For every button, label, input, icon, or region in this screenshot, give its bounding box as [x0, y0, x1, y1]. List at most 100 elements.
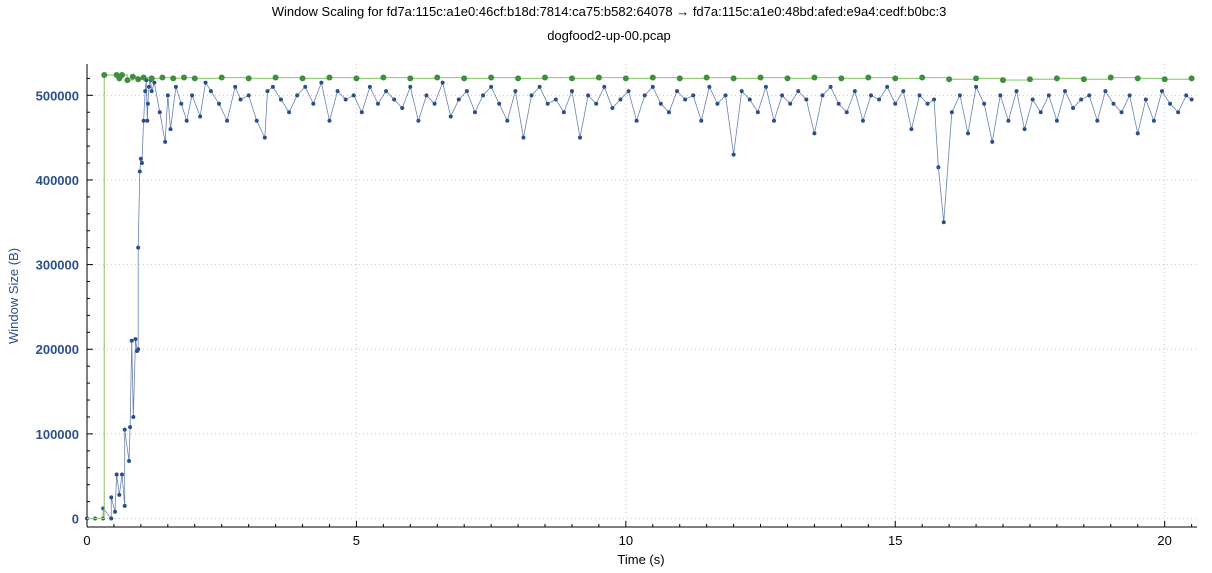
bytes_in_flight-point: [149, 89, 154, 94]
bytes_in_flight-point: [157, 110, 162, 115]
bytes_in_flight-point: [1038, 110, 1043, 115]
bytes_in_flight-point: [287, 110, 292, 115]
bytes_in_flight-point: [553, 97, 558, 102]
receive_window-point: [515, 75, 522, 82]
bytes_in_flight-point: [448, 114, 453, 119]
receive_window-point: [159, 74, 166, 81]
receive_window-point: [1161, 76, 1168, 83]
receive_window-point: [919, 74, 926, 81]
receive_window-point: [299, 75, 306, 82]
bytes_in_flight-point: [828, 84, 833, 89]
bytes_in_flight-point: [137, 169, 142, 174]
bytes_in_flight-point: [739, 89, 744, 94]
bytes_in_flight-point: [136, 347, 141, 352]
bytes_in_flight-point: [109, 495, 114, 500]
bytes_in_flight-point: [384, 89, 389, 94]
bytes_in_flight-point: [233, 84, 238, 89]
bytes_in_flight-point: [416, 118, 421, 123]
bytes_in_flight-point: [270, 84, 275, 89]
receive_window-point: [811, 74, 818, 81]
x-tick-label: 0: [83, 533, 90, 548]
bytes_in_flight-point: [129, 338, 134, 343]
bytes_in_flight-point: [1071, 106, 1076, 111]
x-tick-label: 10: [619, 533, 633, 548]
bytes_in_flight-point: [375, 101, 380, 106]
bytes_in_flight-point: [707, 84, 712, 89]
receive_window-point: [119, 72, 126, 79]
bytes_in_flight-point: [109, 516, 114, 521]
bytes_in_flight-point: [319, 80, 324, 85]
bytes_in_flight-point: [295, 93, 300, 98]
bytes_in_flight-point: [262, 135, 267, 140]
x-tick-label: 5: [353, 533, 360, 548]
bytes_in_flight-point: [715, 101, 720, 106]
bytes_in_flight-point: [755, 110, 760, 115]
bytes_in_flight-point: [723, 93, 728, 98]
bytes_in_flight-point: [1046, 93, 1051, 98]
bytes_in_flight-point: [424, 93, 429, 98]
bytes_in_flight-point: [772, 118, 777, 123]
bytes_in_flight-point: [941, 220, 946, 225]
bytes_in_flight-point: [747, 97, 752, 102]
bytes_in_flight-point: [246, 93, 251, 98]
bytes_in_flight-point: [152, 80, 157, 85]
y-tick-label: 0: [72, 512, 79, 527]
bytes_in_flight-point: [820, 93, 825, 98]
bytes_in_flight-point: [113, 509, 118, 514]
receive_window-point: [140, 74, 147, 81]
bytes_in_flight-point: [190, 93, 195, 98]
bytes_in_flight-point: [658, 101, 663, 106]
bytes_in_flight-point: [578, 135, 583, 140]
receive_window-point: [595, 74, 602, 81]
receive_window-point: [622, 75, 629, 82]
bytes_in_flight-point: [586, 93, 591, 98]
bytes_in_flight-point: [513, 89, 518, 94]
bytes_in_flight-point: [974, 84, 979, 89]
bytes_in_flight-point: [122, 503, 127, 508]
bytes_in_flight-point: [1119, 110, 1124, 115]
bytes_in_flight-point: [569, 89, 574, 94]
receive_window-point: [649, 74, 656, 81]
bytes_in_flight-point: [909, 127, 914, 132]
bytes_in_flight-point: [327, 118, 332, 123]
bytes_in_flight-point: [965, 131, 970, 136]
bytes_in_flight-point: [208, 89, 213, 94]
bytes_in_flight-point: [521, 135, 526, 140]
bytes_in_flight-point: [1006, 118, 1011, 123]
bytes_in_flight-point: [367, 84, 372, 89]
bytes_in_flight-point: [343, 97, 348, 102]
bytes_in_flight-point: [481, 93, 486, 98]
bytes_in_flight-point: [1054, 118, 1059, 123]
bytes_in_flight-point: [1079, 97, 1084, 102]
axes: 0 5 10 15 20 0 100000 200000 300000 400000 500000: [36, 64, 1197, 548]
bytes_in_flight-point: [179, 101, 184, 106]
bytes_in_flight-point: [1111, 101, 1116, 106]
bytes_in_flight-point: [852, 89, 857, 94]
bytes_in_flight-point: [1189, 97, 1194, 102]
bytes_in_flight-point: [844, 110, 849, 115]
bytes_in_flight-point: [392, 97, 397, 102]
bytes_in_flight-point: [836, 101, 841, 106]
bytes_in_flight-point: [869, 93, 874, 98]
y-tick-label: 500000: [36, 88, 79, 103]
bytes_in_flight-point: [537, 84, 542, 89]
bytes_in_flight-point: [1103, 89, 1108, 94]
bytes_in_flight-line: [87, 79, 1192, 520]
receive_window-point: [1080, 76, 1087, 83]
bytes_in_flight-point: [796, 89, 801, 94]
bytes_in_flight-point: [1062, 89, 1067, 94]
receive_window-line: [87, 74, 1193, 520]
y-tick-label: 300000: [36, 258, 79, 273]
bytes_in_flight-point: [489, 84, 494, 89]
bytes_in_flight-point: [303, 84, 308, 89]
bytes_in_flight-point: [122, 427, 127, 432]
bytes_in_flight-point: [203, 80, 208, 85]
bytes_in_flight-point: [893, 101, 898, 106]
bytes_in_flight-point: [335, 89, 340, 94]
x-axis-label: Time (s): [617, 552, 664, 567]
bytes_in_flight-point: [117, 492, 122, 497]
receive_window-point: [1000, 77, 1007, 84]
receive_window-point: [488, 74, 495, 81]
bytes_in_flight-point: [1159, 89, 1164, 94]
